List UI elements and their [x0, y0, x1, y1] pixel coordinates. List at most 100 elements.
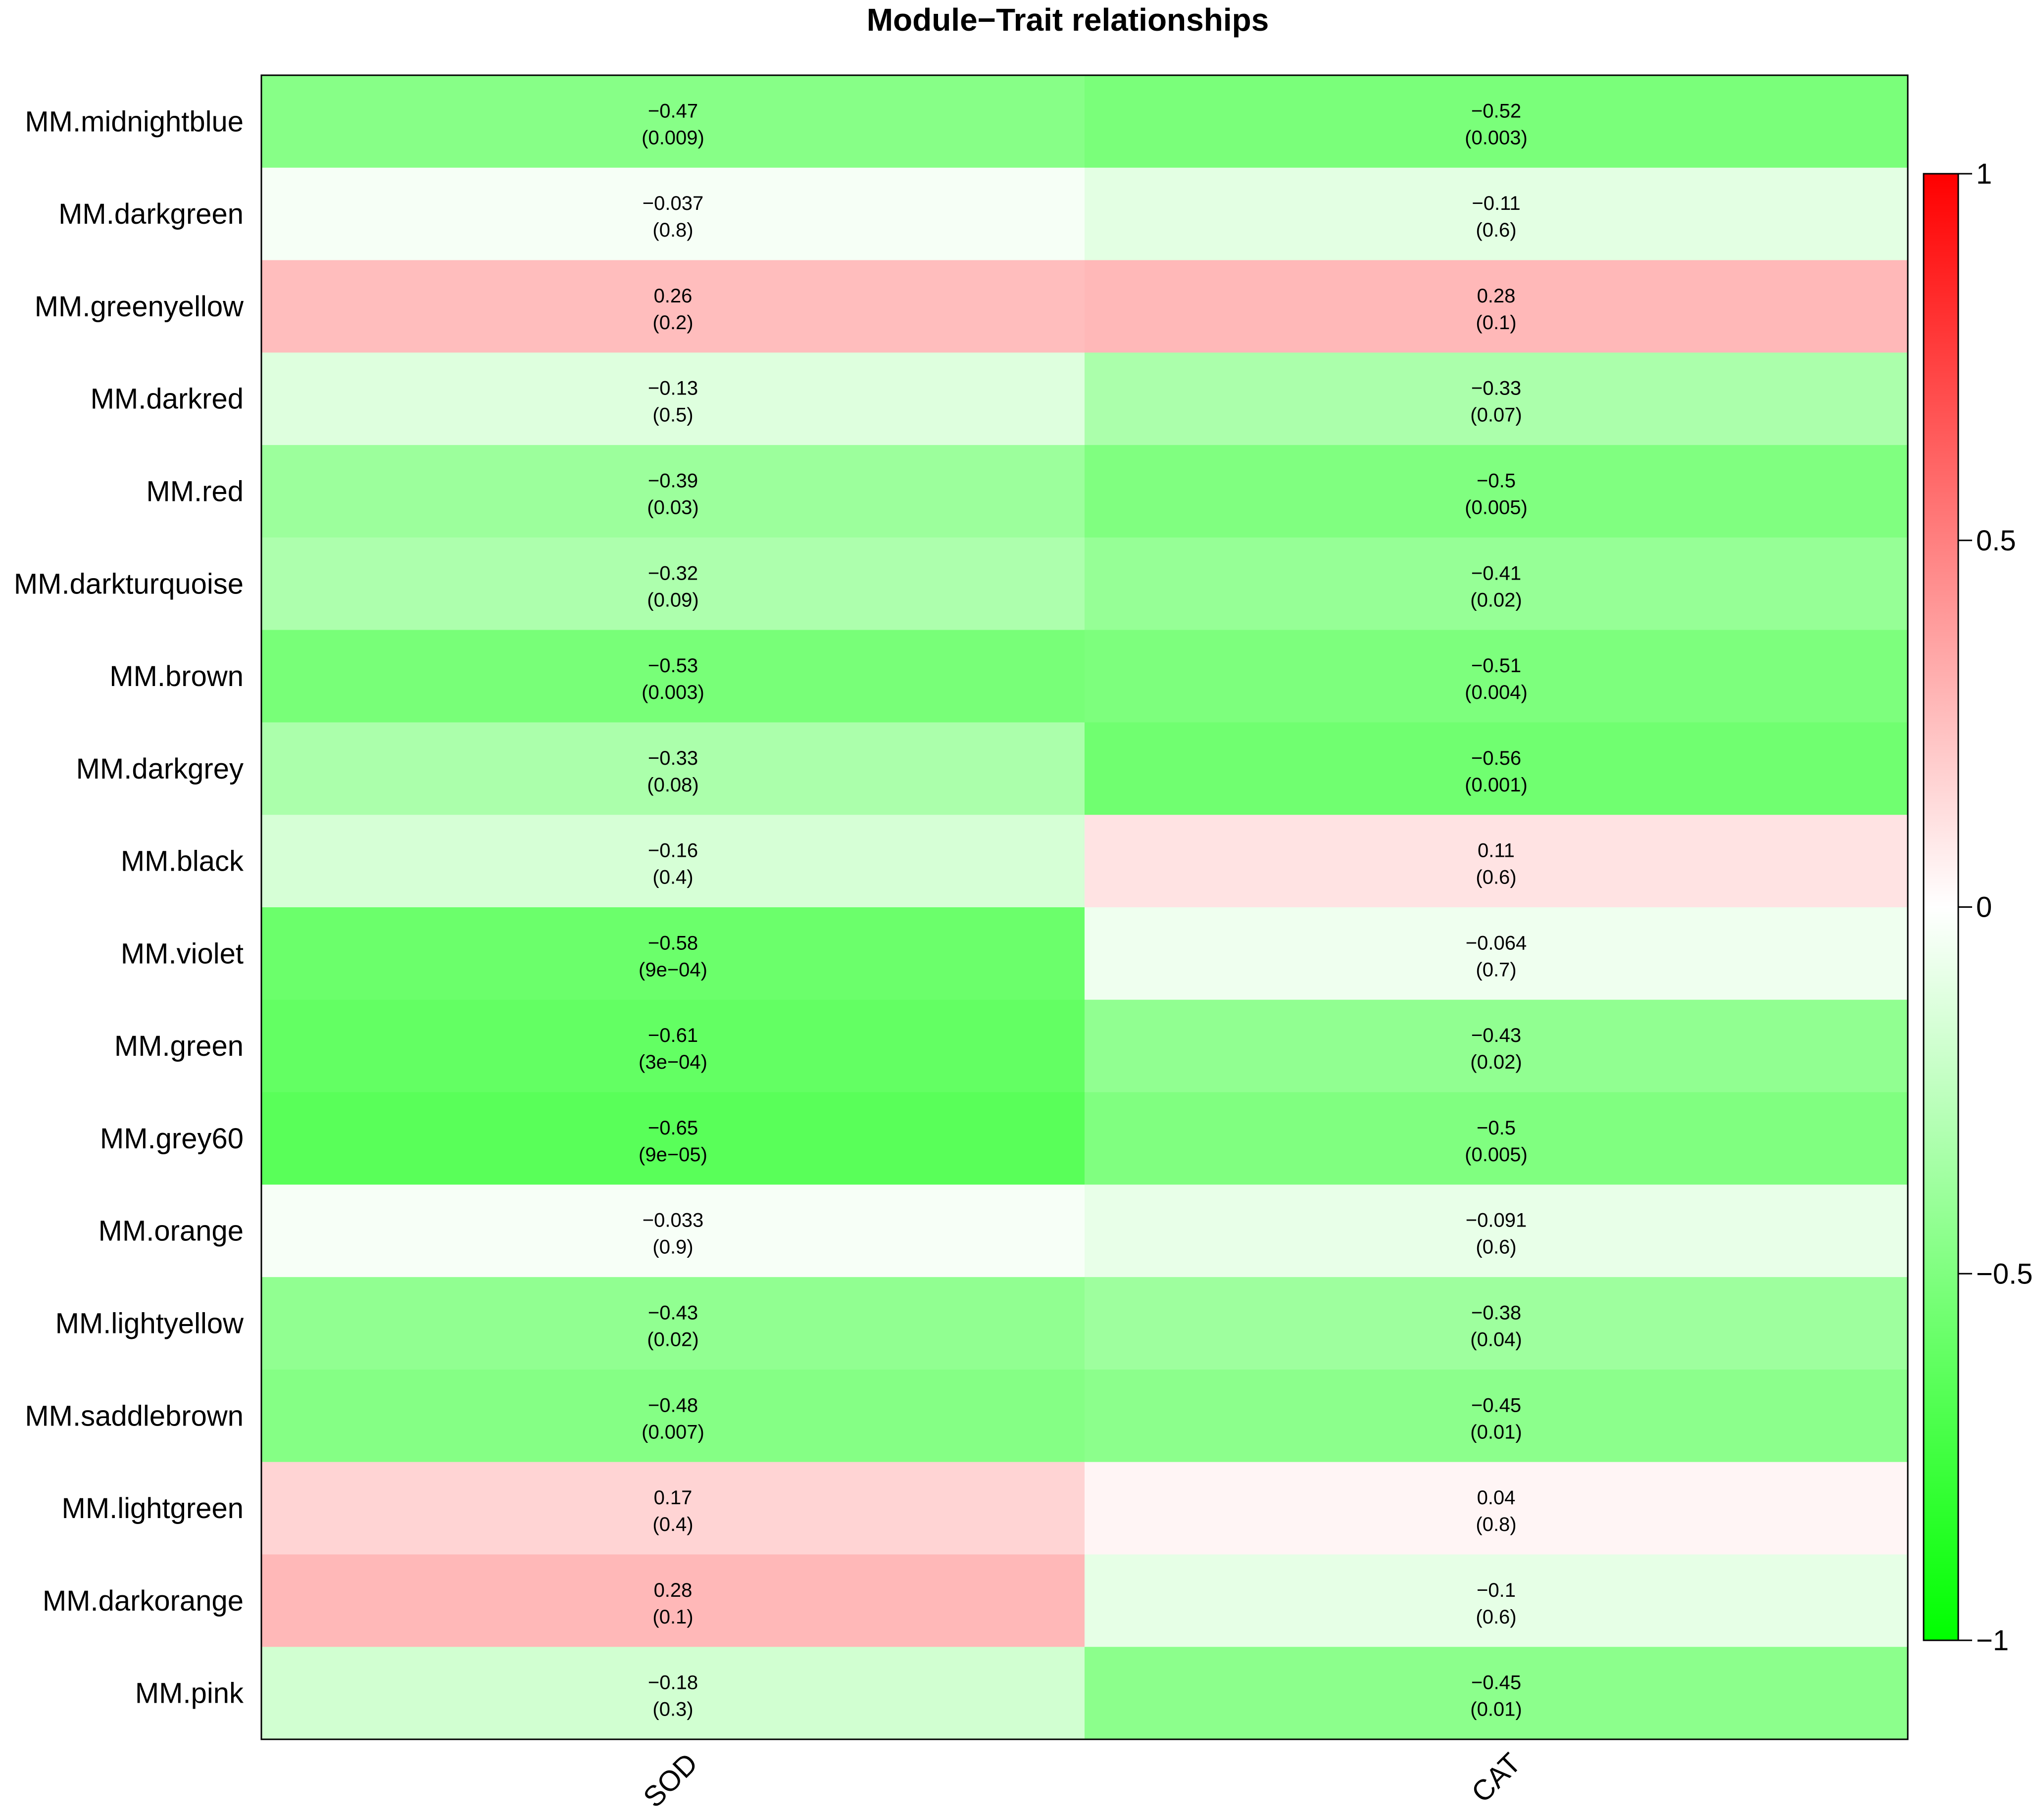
heatmap-cell: [1085, 260, 1908, 353]
row-label: MM.midnightblue: [25, 105, 244, 138]
cell-pvalue-label: (3e−04): [639, 1051, 707, 1073]
colorbar-ticks: 1 0.5 0 −0.5 −1: [1958, 158, 2033, 1657]
heatmap-cell: [261, 1554, 1085, 1647]
cell-value-label: −0.1: [1477, 1579, 1516, 1601]
cell-value-label: −0.32: [648, 562, 698, 584]
cell-value-label: 0.28: [654, 1579, 693, 1601]
row-label: MM.brown: [109, 660, 244, 692]
row-label: MM.darkred: [91, 383, 244, 415]
cell-value-label: 0.17: [654, 1487, 693, 1509]
heatmap-cell: [261, 445, 1085, 538]
cell-pvalue-label: (0.01): [1470, 1421, 1522, 1443]
cell-pvalue-label: (0.04): [1470, 1329, 1522, 1351]
heatmap-cell: [1085, 1647, 1908, 1740]
cell-pvalue-label: (0.08): [647, 774, 699, 796]
cell-pvalue-label: (0.8): [652, 219, 693, 241]
heatmap-cell: [261, 1462, 1085, 1555]
row-label: MM.pink: [135, 1677, 244, 1710]
cell-pvalue-label: (0.8): [1476, 1514, 1516, 1535]
heatmap-cell: [1085, 999, 1908, 1093]
heatmap-cell: [261, 1277, 1085, 1370]
cell-value-label: 0.04: [1477, 1487, 1516, 1509]
cell-pvalue-label: (0.9): [652, 1236, 693, 1258]
colorbar-tick-label: 1: [1976, 158, 1992, 190]
cell-value-label: −0.16: [648, 840, 698, 862]
row-label: MM.orange: [99, 1215, 244, 1247]
cell-pvalue-label: (0.005): [1465, 1144, 1528, 1166]
plot-frame: [260, 74, 1909, 1740]
heatmap-cell: [261, 1647, 1085, 1740]
cell-value-label: −0.38: [1471, 1302, 1521, 1324]
heatmap-cell: [1085, 1184, 1908, 1278]
cell-pvalue-label: (0.1): [1476, 312, 1516, 334]
cell-pvalue-label: (0.003): [642, 682, 704, 703]
colorbar-tick-label: 0.5: [1976, 525, 2016, 557]
colorbar-tick-label: −1: [1976, 1624, 2009, 1657]
cell-value-label: −0.45: [1471, 1394, 1521, 1416]
cell-pvalue-label: (0.3): [652, 1699, 693, 1721]
row-label: MM.black: [121, 845, 244, 878]
colorbar: 1 0.5 0 −0.5 −1: [1923, 158, 2033, 1657]
heatmap-cell: [1085, 1092, 1908, 1185]
column-labels: SOD CAT: [637, 1747, 1527, 1814]
cell-pvalue-label: (0.4): [652, 1514, 693, 1535]
cell-pvalue-label: (0.7): [1476, 959, 1516, 981]
cell-value-label: −0.13: [648, 378, 698, 399]
cell-pvalue-label: (0.5): [652, 404, 693, 426]
heatmap-cell: [1085, 630, 1908, 723]
cell-value-label: −0.48: [648, 1394, 698, 1416]
cell-pvalue-label: (0.1): [652, 1606, 693, 1628]
cell-value-label: −0.45: [1471, 1672, 1521, 1694]
cell-value-label: −0.58: [648, 932, 698, 954]
cell-value-label: −0.064: [1466, 932, 1527, 954]
cell-value-label: −0.53: [648, 655, 698, 677]
cell-pvalue-label: (0.02): [647, 1329, 699, 1351]
cell-pvalue-label: (0.01): [1470, 1699, 1522, 1721]
cell-pvalue-label: (0.005): [1465, 497, 1528, 519]
heatmap-cell: [1085, 537, 1908, 631]
cell-pvalue-label: (0.6): [1476, 1606, 1516, 1628]
colorbar-tick-label: 0: [1976, 891, 1992, 924]
row-labels: MM.midnightblue MM.darkgreen MM.greenyello…: [14, 105, 244, 1709]
heatmap-cell: [1085, 1369, 1908, 1463]
row-label: MM.darkturquoise: [14, 568, 244, 600]
cell-value-label: −0.037: [643, 193, 703, 214]
cell-value-label: −0.41: [1471, 562, 1521, 584]
cell-pvalue-label: (0.02): [1470, 589, 1522, 611]
heatmap-cell: [261, 1092, 1085, 1185]
row-label: MM.saddlebrown: [25, 1400, 244, 1432]
cell-pvalue-label: (9e−04): [639, 959, 707, 981]
heatmap-cells: −0.47 (0.009) −0.52 (0.003) −0.037 (0.8) −0.11…: [261, 75, 1908, 1740]
cell-pvalue-label: (0.2): [652, 312, 693, 334]
heatmap-cell: [261, 1184, 1085, 1278]
column-label: SOD: [637, 1747, 704, 1814]
cell-pvalue-label: (0.09): [647, 589, 699, 611]
heatmap-cell: [261, 352, 1085, 445]
row-label: MM.lightgreen: [62, 1492, 244, 1525]
cell-value-label: −0.47: [648, 100, 698, 122]
row-label: MM.green: [114, 1030, 244, 1062]
heatmap-cell: [1085, 907, 1908, 1000]
colorbar-gradient: [1923, 173, 1959, 1641]
cell-value-label: −0.52: [1471, 100, 1521, 122]
row-label: MM.darkgrey: [76, 753, 244, 785]
cell-value-label: −0.65: [648, 1117, 698, 1139]
chart-title: Module−Trait relationships: [867, 2, 1269, 38]
cell-value-label: −0.091: [1466, 1210, 1527, 1231]
heatmap-cell: [1085, 167, 1908, 261]
row-label: MM.darkgreen: [58, 198, 244, 230]
cell-value-label: −0.18: [648, 1672, 698, 1694]
heatmap-cell: [1085, 1462, 1908, 1555]
cell-value-label: −0.5: [1477, 470, 1516, 492]
cell-pvalue-label: (0.009): [642, 127, 704, 148]
heatmap-cell: [1085, 75, 1908, 168]
heatmap-cell: [1085, 352, 1908, 445]
cell-pvalue-label: (0.6): [1476, 219, 1516, 241]
heatmap-cell: [261, 167, 1085, 261]
heatmap-cell: [1085, 1554, 1908, 1647]
cell-pvalue-label: (0.007): [642, 1421, 704, 1443]
cell-pvalue-label: (0.004): [1465, 682, 1528, 703]
cell-value-label: 0.28: [1477, 285, 1516, 307]
heatmap-cell: [261, 537, 1085, 631]
